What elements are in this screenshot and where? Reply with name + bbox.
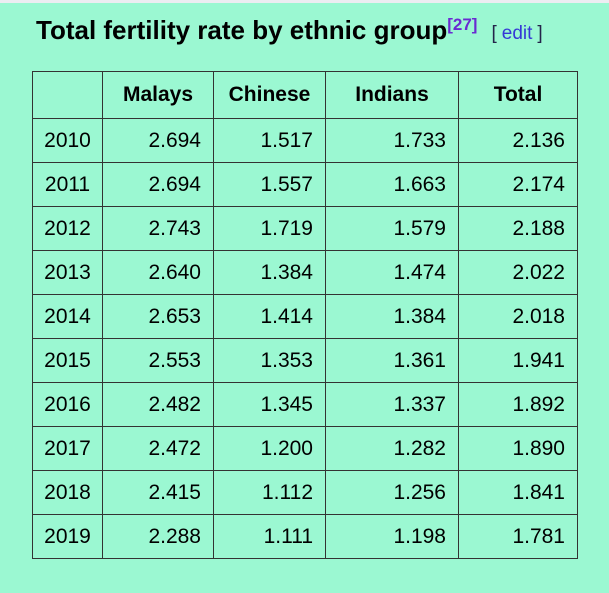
table-row: 2016 2.482 1.345 1.337 1.892 [32, 382, 578, 427]
edit-link[interactable]: edit [501, 23, 533, 44]
value-cell: 1.200 [213, 426, 326, 471]
value-cell: 1.414 [213, 294, 326, 339]
year-cell: 2015 [32, 338, 103, 383]
year-cell: 2013 [32, 250, 103, 295]
value-cell: 1.781 [458, 514, 578, 559]
value-cell: 2.188 [458, 206, 578, 251]
year-cell: 2018 [32, 470, 103, 515]
table-row: 2010 2.694 1.517 1.733 2.136 [32, 118, 578, 163]
year-cell: 2011 [32, 162, 103, 207]
column-header-chinese: Chinese [213, 71, 326, 119]
value-cell: 2.640 [102, 250, 214, 295]
column-header-indians: Indians [325, 71, 459, 119]
value-cell: 1.841 [458, 470, 578, 515]
column-header-empty [32, 71, 103, 119]
value-cell: 1.384 [325, 294, 459, 339]
section-heading: Total fertility rate by ethnic group[27]… [36, 13, 543, 51]
table-row: 2011 2.694 1.557 1.663 2.174 [32, 162, 578, 207]
edit-close-bracket: ] [537, 23, 543, 44]
value-cell: 1.941 [458, 338, 578, 383]
value-cell: 1.282 [325, 426, 459, 471]
value-cell: 1.256 [325, 470, 459, 515]
value-cell: 1.892 [458, 382, 578, 427]
column-header-total: Total [458, 71, 578, 119]
value-cell: 2.694 [102, 162, 214, 207]
value-cell: 2.743 [102, 206, 214, 251]
value-cell: 1.337 [325, 382, 459, 427]
table-row: 2013 2.640 1.384 1.474 2.022 [32, 250, 578, 295]
table-row: 2014 2.653 1.414 1.384 2.018 [32, 294, 578, 339]
table-body: 2010 2.694 1.517 1.733 2.136 2011 2.694 1.557 1.… [32, 118, 578, 559]
reference-link[interactable]: [27] [447, 15, 478, 34]
value-cell: 2.482 [102, 382, 214, 427]
value-cell: 1.719 [213, 206, 326, 251]
value-cell: 1.361 [325, 338, 459, 383]
table-row: 2015 2.553 1.353 1.361 1.941 [32, 338, 578, 383]
value-cell: 1.384 [213, 250, 326, 295]
year-cell: 2012 [32, 206, 103, 251]
value-cell: 1.112 [213, 470, 326, 515]
value-cell: 2.136 [458, 118, 578, 163]
window-top-strip [0, 0, 609, 3]
edit-section: [edit] [491, 23, 542, 44]
value-cell: 1.474 [325, 250, 459, 295]
value-cell: 2.553 [102, 338, 214, 383]
value-cell: 2.653 [102, 294, 214, 339]
value-cell: 2.472 [102, 426, 214, 471]
value-cell: 1.663 [325, 162, 459, 207]
value-cell: 1.733 [325, 118, 459, 163]
table-row: 2017 2.472 1.200 1.282 1.890 [32, 426, 578, 471]
value-cell: 1.557 [213, 162, 326, 207]
value-cell: 2.174 [458, 162, 578, 207]
value-cell: 1.345 [213, 382, 326, 427]
table-row: 2018 2.415 1.112 1.256 1.841 [32, 470, 578, 515]
value-cell: 1.517 [213, 118, 326, 163]
table-row: 2012 2.743 1.719 1.579 2.188 [32, 206, 578, 251]
year-cell: 2014 [32, 294, 103, 339]
table-row: 2019 2.288 1.111 1.198 1.781 [32, 514, 578, 559]
value-cell: 1.353 [213, 338, 326, 383]
value-cell: 1.111 [213, 514, 326, 559]
edit-open-bracket: [ [491, 23, 497, 44]
value-cell: 1.198 [325, 514, 459, 559]
header-row: Malays Chinese Indians Total [32, 71, 578, 119]
value-cell: 2.694 [102, 118, 214, 163]
value-cell: 2.022 [458, 250, 578, 295]
year-cell: 2016 [32, 382, 103, 427]
value-cell: 1.890 [458, 426, 578, 471]
page-title: Total fertility rate by ethnic group [36, 15, 448, 45]
column-header-malays: Malays [102, 71, 214, 119]
year-cell: 2017 [32, 426, 103, 471]
value-cell: 2.415 [102, 470, 214, 515]
value-cell: 2.018 [458, 294, 578, 339]
value-cell: 2.288 [102, 514, 214, 559]
value-cell: 1.579 [325, 206, 459, 251]
table-header: Malays Chinese Indians Total [32, 71, 578, 119]
fertility-rate-table: Malays Chinese Indians Total 2010 2.694 1.… [32, 71, 578, 559]
year-cell: 2019 [32, 514, 103, 559]
year-cell: 2010 [32, 118, 103, 163]
